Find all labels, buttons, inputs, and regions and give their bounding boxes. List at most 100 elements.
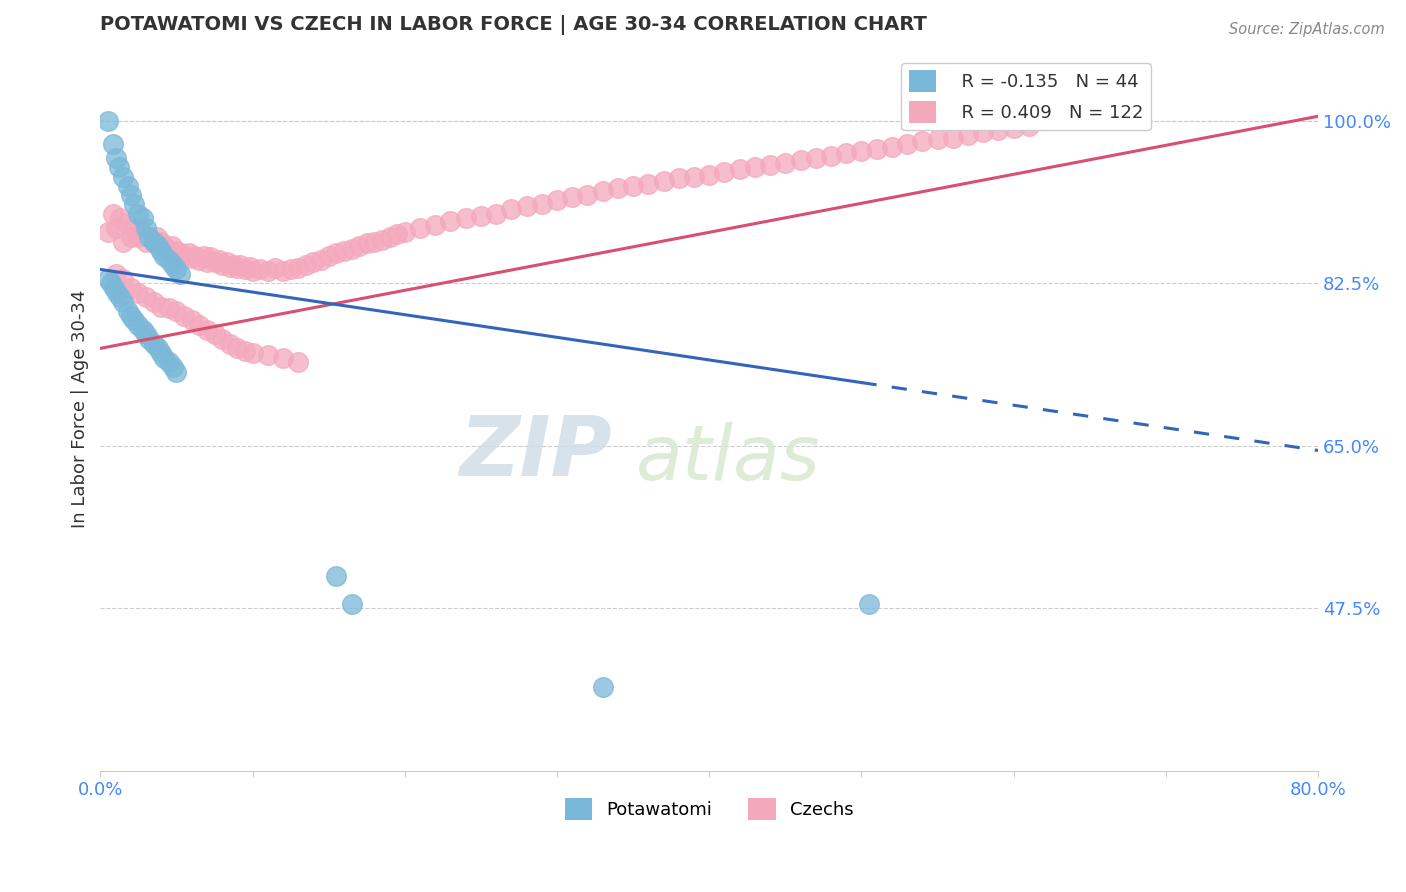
Point [150,235,173,249]
Point [956,128,979,142]
Point [546,193,568,207]
Point [157,301,180,316]
Point [160,239,183,253]
Point [470,209,492,223]
Point [309,253,332,268]
Text: POTAWATOMI VS CZECH IN LABOR FORCE | AGE 30-34 CORRELATION CHART: POTAWATOMI VS CZECH IN LABOR FORCE | AGE… [100,15,927,35]
Point [866,142,889,156]
Point [157,355,180,369]
Point [122,220,145,235]
Point [157,253,180,268]
Point [637,177,659,191]
Point [775,155,797,169]
Point [280,262,302,277]
Point [138,332,160,346]
Point [108,211,131,226]
Point [271,351,294,365]
Point [162,258,184,272]
Text: ZIP: ZIP [460,411,612,492]
Point [211,332,233,346]
Point [409,220,432,235]
Point [195,323,218,337]
Point [249,262,271,277]
Point [233,344,256,359]
Point [224,258,246,272]
Point [108,290,131,304]
Point [117,304,139,318]
Point [911,134,934,148]
Point [127,230,149,244]
Point [101,137,124,152]
Point [295,258,318,272]
Point [233,262,256,277]
Point [942,130,965,145]
Point [122,313,145,327]
Point [135,327,157,342]
Point [880,140,903,154]
Point [516,199,538,213]
Point [173,309,195,323]
Point [183,248,205,262]
Point [120,230,142,244]
Point [166,304,188,318]
Point [170,245,193,260]
Point [112,235,135,249]
Point [122,197,145,211]
Text: Source: ZipAtlas.com: Source: ZipAtlas.com [1229,22,1385,37]
Point [138,230,160,244]
Point [145,230,167,244]
Point [561,190,583,204]
Point [97,225,120,239]
Point [229,258,252,272]
Point [120,188,142,202]
Point [173,248,195,262]
Point [100,277,122,291]
Point [302,255,325,269]
Point [256,348,278,362]
Point [166,262,188,277]
Point [117,178,139,193]
Point [744,161,766,175]
Point [188,318,211,333]
Point [180,252,202,266]
Point [378,230,401,244]
Point [394,225,416,239]
Point [138,230,160,244]
Point [713,165,735,179]
Point [287,260,309,275]
Point [198,251,221,265]
Point [142,294,165,309]
Point [142,336,165,351]
Point [150,346,173,360]
Point [256,264,278,278]
Point [325,568,347,582]
Point [177,245,200,260]
Point [683,169,706,184]
Point [204,327,226,342]
Point [148,342,170,356]
Point [851,144,873,158]
Point [218,336,240,351]
Point [592,184,614,198]
Point [150,244,173,258]
Point [325,245,347,260]
Point [166,365,188,379]
Point [115,216,138,230]
Point [103,281,125,295]
Point [107,161,129,175]
Point [356,236,378,251]
Point [105,285,128,300]
Point [135,235,157,249]
Point [896,137,918,152]
Point [208,253,231,268]
Point [112,294,135,309]
Point [347,239,370,253]
Point [728,162,751,177]
Point [112,169,135,184]
Point [148,239,170,253]
Point [132,211,155,226]
Point [333,244,356,258]
Point [835,146,858,161]
Point [153,239,176,253]
Point [927,132,949,146]
